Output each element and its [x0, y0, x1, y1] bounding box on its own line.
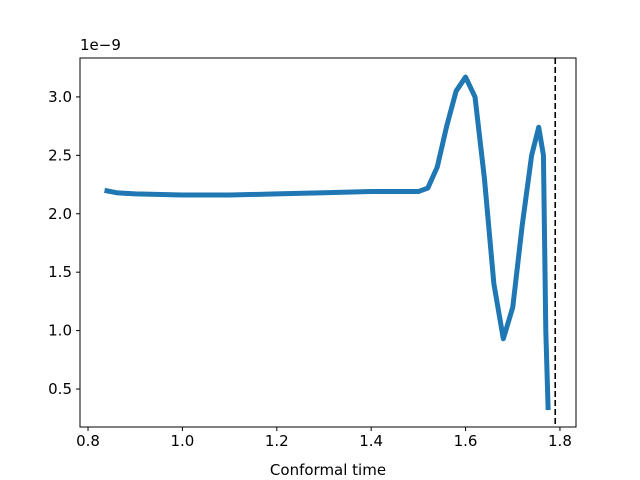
y-tick-label: 2.0 [48, 205, 72, 223]
x-tick-label: 1.6 [454, 432, 478, 450]
y-tick-label: 1.0 [48, 322, 72, 340]
y-tick-label: 1.5 [48, 263, 72, 281]
y-tick-label: 3.0 [48, 88, 72, 106]
x-tick-label: 1.2 [265, 432, 289, 450]
x-tick-label: 1.4 [359, 432, 383, 450]
y-tick-label: 0.5 [48, 380, 72, 398]
data-line [104, 74, 551, 411]
x-tick-label: 0.8 [76, 432, 100, 450]
y-tick-label: 2.5 [48, 146, 72, 164]
x-tick-label: 1.0 [170, 432, 194, 450]
x-tick-label: 1.8 [548, 432, 572, 450]
axes-frame [79, 57, 577, 428]
x-axis-label: Conformal time [270, 461, 386, 479]
offset-text: 1e−9 [80, 36, 121, 54]
